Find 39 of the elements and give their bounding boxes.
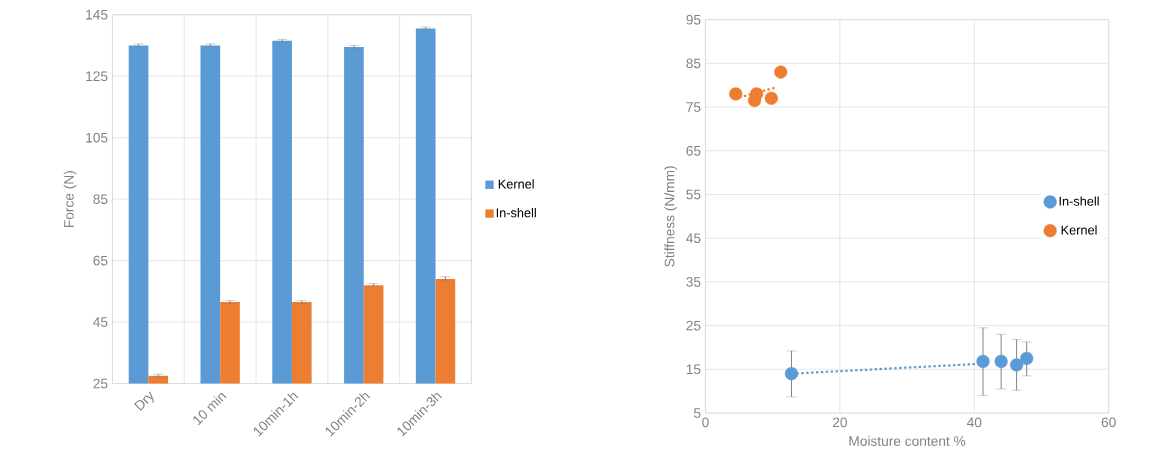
point bbox=[994, 354, 1008, 369]
x-tick-label: 20 bbox=[832, 417, 847, 428]
y-tick-label: 5 bbox=[693, 408, 701, 418]
point bbox=[784, 367, 799, 381]
point bbox=[749, 87, 764, 101]
y-axis-title: Stiffness (N/mm) bbox=[664, 166, 678, 267]
x-tick-label: 10 min bbox=[193, 393, 227, 426]
x-tick-label: Dry bbox=[134, 391, 154, 411]
legend-label: Kernel bbox=[498, 179, 534, 189]
point bbox=[774, 65, 788, 79]
y-tick-label: 105 bbox=[86, 132, 108, 143]
legend-label: In-shell bbox=[496, 207, 536, 218]
x-axis-title: Moisture content % bbox=[849, 435, 966, 446]
x-tick-label: 40 bbox=[966, 417, 982, 428]
y-tick-label: 45 bbox=[686, 233, 701, 243]
point bbox=[764, 91, 778, 105]
y-tick-label: 55 bbox=[686, 189, 701, 200]
y-tick-label: 145 bbox=[86, 9, 108, 20]
y-tick-label: 125 bbox=[86, 71, 108, 82]
y-tick-label: 65 bbox=[93, 255, 108, 266]
y-tick-label: 75 bbox=[686, 102, 701, 112]
x-tick-label: 0 bbox=[702, 417, 709, 428]
point bbox=[729, 87, 743, 101]
point bbox=[1020, 351, 1034, 365]
y-tick-label: 25 bbox=[93, 378, 108, 389]
legend-label: In-shell bbox=[1059, 196, 1099, 206]
point bbox=[1010, 358, 1024, 372]
y-tick-label: 15 bbox=[686, 364, 701, 375]
y-tick-label: 45 bbox=[93, 317, 108, 327]
legend-label: Kernel bbox=[1061, 225, 1097, 235]
y-tick-label: 85 bbox=[93, 194, 108, 204]
point bbox=[976, 354, 990, 369]
y-tick-label: 25 bbox=[686, 320, 701, 331]
y-tick-label: 35 bbox=[686, 277, 701, 287]
y-tick-label: 95 bbox=[686, 14, 701, 25]
y-axis-title: Force (N) bbox=[63, 171, 77, 227]
x-tick-label: 60 bbox=[1101, 417, 1116, 428]
y-tick-label: 65 bbox=[686, 145, 701, 156]
y-tick-label: 85 bbox=[686, 58, 701, 69]
